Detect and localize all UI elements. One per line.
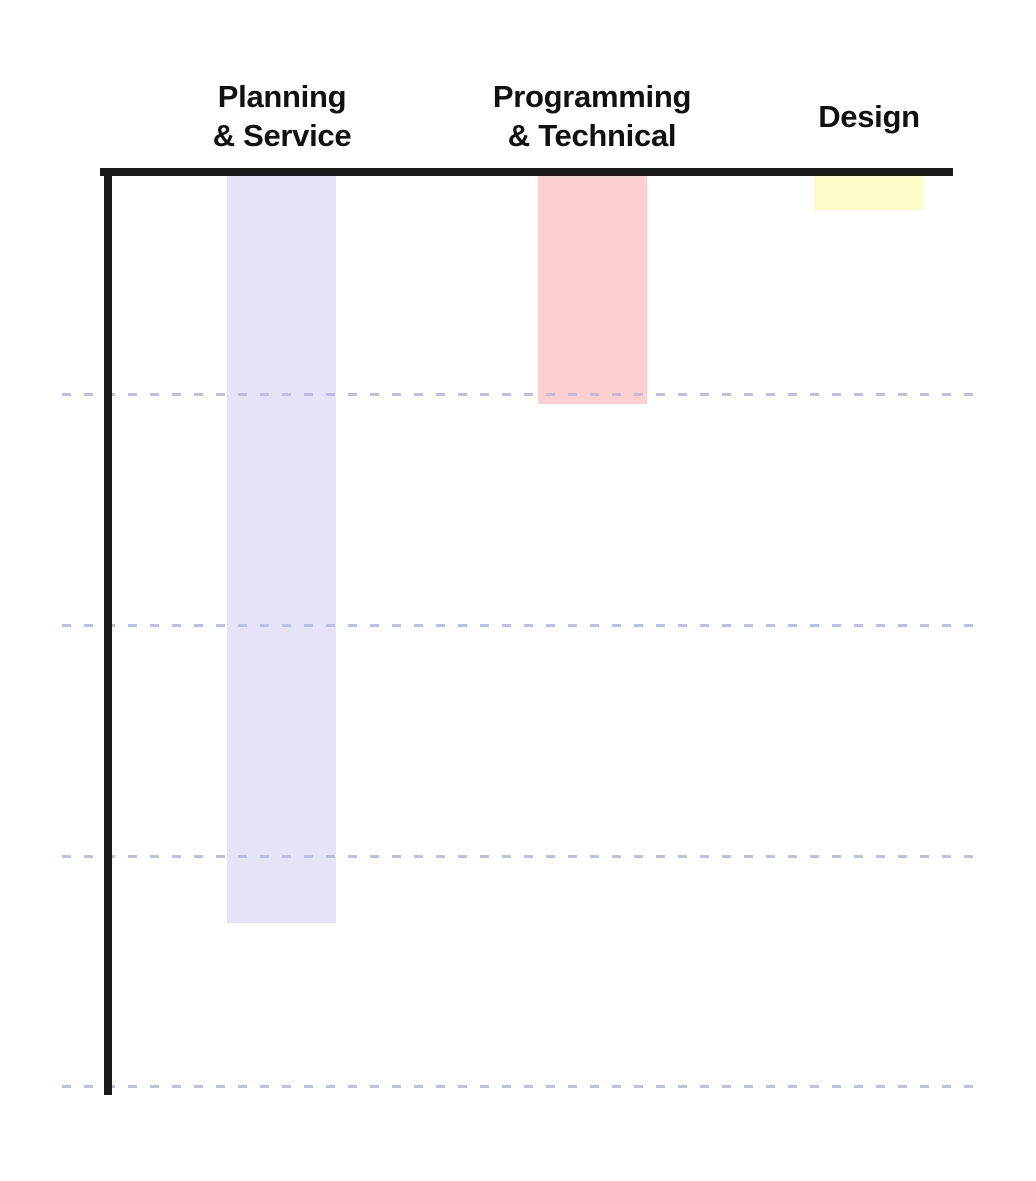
column-label-line: & Technical [507,118,677,153]
column-label-planning-service: Planning & Service [122,74,442,158]
y-axis-line [104,168,112,1095]
bar-programming-technical [538,170,647,404]
column-label-design: Design [709,74,1029,158]
column-label-line: Design [818,98,920,134]
gridline [62,855,983,858]
column-label-line: & Service [212,118,352,153]
bar-planning-service [227,170,336,923]
gridline [62,624,983,627]
x-axis-line [100,168,953,176]
gridline [62,1085,983,1088]
bar-design [814,170,923,210]
gridline [62,393,983,396]
column-label-line: Planning [217,79,347,114]
column-label-line: Programming [492,79,692,114]
column-label-programming-technical: Programming & Technical [432,74,752,158]
